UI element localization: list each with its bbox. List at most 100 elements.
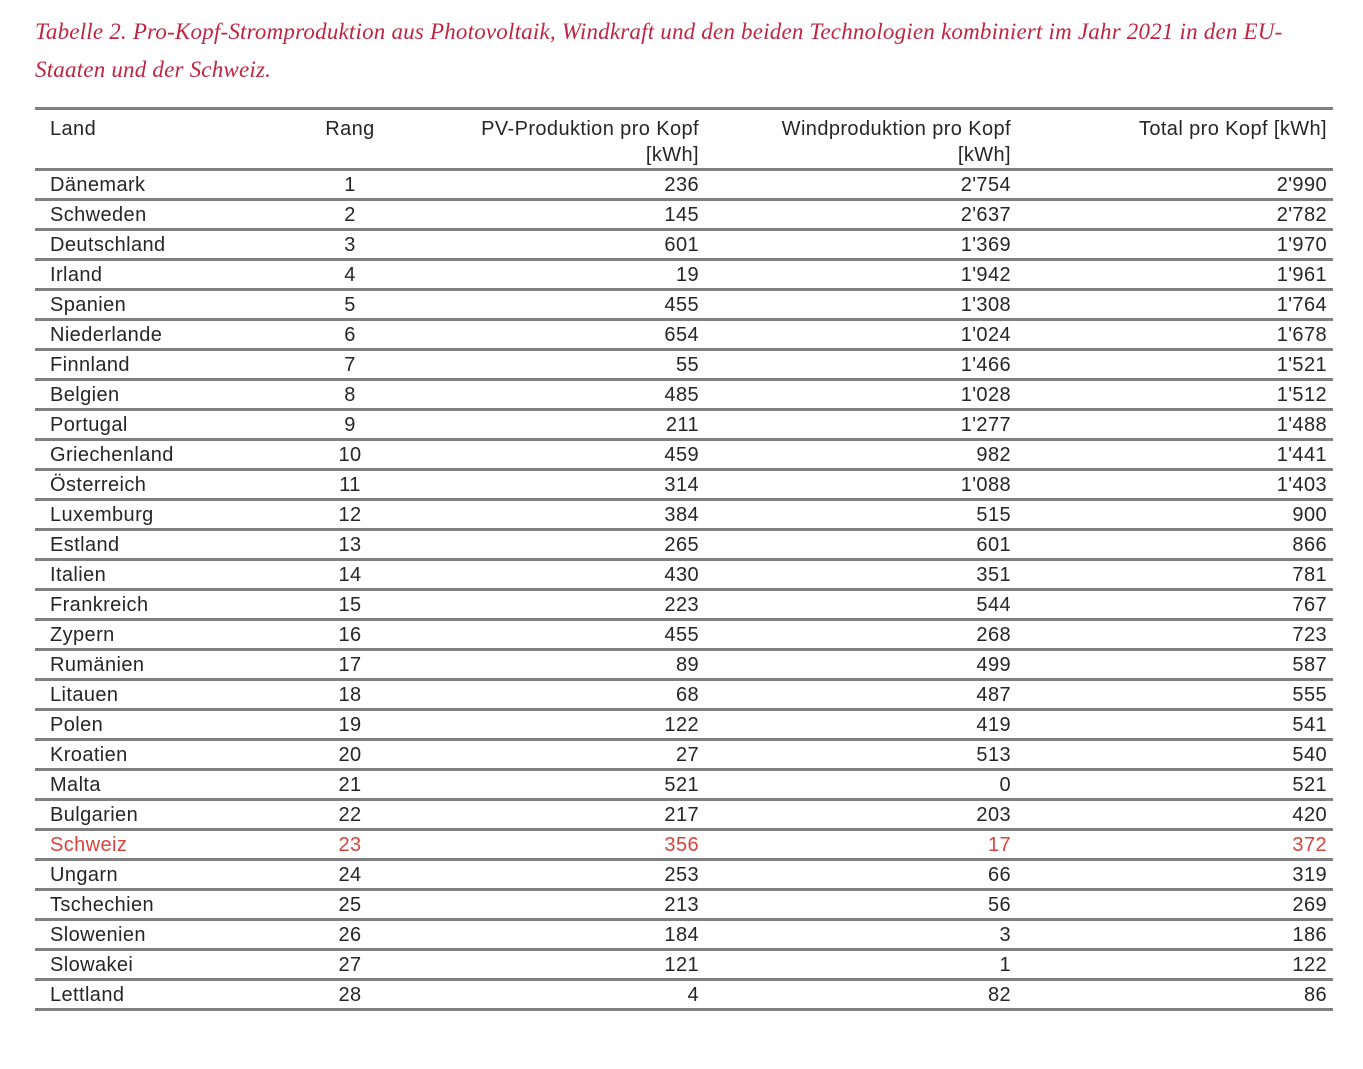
cell-total: 866 — [1017, 529, 1333, 561]
cell-wind: 419 — [705, 709, 1017, 741]
cell-rang: 26 — [290, 919, 410, 951]
cell-rang: 13 — [290, 529, 410, 561]
table-row: Irland 4 19 1'942 1'961 — [35, 259, 1333, 291]
cell-wind: 1'942 — [705, 259, 1017, 291]
cell-pv: 213 — [410, 889, 705, 921]
column-header-pv-label: PV-Produktion pro Kopf — [481, 118, 699, 140]
cell-land: Malta — [35, 769, 290, 801]
cell-wind: 487 — [705, 679, 1017, 711]
cell-rang: 14 — [290, 559, 410, 591]
table-row: Polen 19 122 419 541 — [35, 709, 1333, 741]
cell-pv: 384 — [410, 499, 705, 531]
table-row: Schweiz 23 356 17 372 — [35, 829, 1333, 861]
cell-pv: 4 — [410, 979, 705, 1011]
cell-pv: 89 — [410, 649, 705, 681]
table-row: Litauen 18 68 487 555 — [35, 679, 1333, 711]
cell-pv: 55 — [410, 349, 705, 381]
cell-pv: 223 — [410, 589, 705, 621]
cell-wind: 2'754 — [705, 169, 1017, 201]
cell-total: 555 — [1017, 679, 1333, 711]
cell-wind: 268 — [705, 619, 1017, 651]
cell-rang: 1 — [290, 169, 410, 201]
table-row: Österreich 11 314 1'088 1'403 — [35, 469, 1333, 501]
cell-land: Finnland — [35, 349, 290, 381]
cell-land: Tschechien — [35, 889, 290, 921]
cell-pv: 521 — [410, 769, 705, 801]
cell-pv: 601 — [410, 229, 705, 261]
cell-pv: 455 — [410, 289, 705, 321]
column-header-wind-unit: [kWh] — [957, 144, 1011, 166]
table-row: Zypern 16 455 268 723 — [35, 619, 1333, 651]
cell-rang: 8 — [290, 379, 410, 411]
table-header-row: Land Rang PV-Produktion pro Kopf [kWh] W… — [35, 107, 1333, 171]
cell-pv: 253 — [410, 859, 705, 891]
cell-total: 1'970 — [1017, 229, 1333, 261]
cell-wind: 1 — [705, 949, 1017, 981]
table-row: Bulgarien 22 217 203 420 — [35, 799, 1333, 831]
column-header-wind: Windproduktion pro Kopf [kWh] — [705, 107, 1017, 171]
table-row: Dänemark 1 236 2'754 2'990 — [35, 169, 1333, 201]
table-body: Dänemark 1 236 2'754 2'990 Schweden 2 145 2'637 2… — [35, 169, 1333, 1011]
cell-land: Spanien — [35, 289, 290, 321]
cell-wind: 351 — [705, 559, 1017, 591]
table-caption-line-1: Tabelle 2. Pro-Kopf-Stromproduktion aus … — [35, 19, 1283, 44]
cell-rang: 11 — [290, 469, 410, 501]
cell-land: Österreich — [35, 469, 290, 501]
cell-total: 521 — [1017, 769, 1333, 801]
column-header-total-label: Total pro Kopf [kWh] — [1138, 118, 1327, 140]
table-row: Niederlande 6 654 1'024 1'678 — [35, 319, 1333, 351]
cell-total: 86 — [1017, 979, 1333, 1011]
cell-land: Lettland — [35, 979, 290, 1011]
cell-wind: 982 — [705, 439, 1017, 471]
cell-total: 1'678 — [1017, 319, 1333, 351]
cell-rang: 9 — [290, 409, 410, 441]
cell-land: Dänemark — [35, 169, 290, 201]
cell-land: Litauen — [35, 679, 290, 711]
cell-total: 723 — [1017, 619, 1333, 651]
column-header-rang: Rang — [290, 107, 410, 171]
cell-pv: 455 — [410, 619, 705, 651]
cell-pv: 217 — [410, 799, 705, 831]
cell-rang: 25 — [290, 889, 410, 921]
cell-total: 587 — [1017, 649, 1333, 681]
table-row: Griechenland 10 459 982 1'441 — [35, 439, 1333, 471]
cell-wind: 1'466 — [705, 349, 1017, 381]
cell-total: 1'441 — [1017, 439, 1333, 471]
table-row: Belgien 8 485 1'028 1'512 — [35, 379, 1333, 411]
table-row: Lettland 28 4 82 86 — [35, 979, 1333, 1011]
cell-rang: 6 — [290, 319, 410, 351]
cell-pv: 265 — [410, 529, 705, 561]
column-header-rang-label: Rang — [325, 118, 375, 140]
column-header-land: Land — [35, 107, 290, 171]
table-row: Kroatien 20 27 513 540 — [35, 739, 1333, 771]
cell-total: 2'782 — [1017, 199, 1333, 231]
column-header-pv-unit: [kWh] — [645, 144, 699, 166]
cell-wind: 601 — [705, 529, 1017, 561]
cell-land: Estland — [35, 529, 290, 561]
table-row: Italien 14 430 351 781 — [35, 559, 1333, 591]
cell-wind: 1'369 — [705, 229, 1017, 261]
table-row: Frankreich 15 223 544 767 — [35, 589, 1333, 621]
cell-rang: 24 — [290, 859, 410, 891]
table-row: Luxemburg 12 384 515 900 — [35, 499, 1333, 531]
cell-total: 1'764 — [1017, 289, 1333, 321]
cell-wind: 66 — [705, 859, 1017, 891]
table-row: Deutschland 3 601 1'369 1'970 — [35, 229, 1333, 261]
cell-rang: 19 — [290, 709, 410, 741]
cell-rang: 7 — [290, 349, 410, 381]
cell-total: 319 — [1017, 859, 1333, 891]
cell-wind: 203 — [705, 799, 1017, 831]
table-row: Finnland 7 55 1'466 1'521 — [35, 349, 1333, 381]
cell-wind: 82 — [705, 979, 1017, 1011]
cell-wind: 3 — [705, 919, 1017, 951]
cell-land: Luxemburg — [35, 499, 290, 531]
cell-land: Schweiz — [35, 829, 290, 861]
cell-pv: 184 — [410, 919, 705, 951]
cell-total: 269 — [1017, 889, 1333, 921]
cell-pv: 356 — [410, 829, 705, 861]
cell-pv: 68 — [410, 679, 705, 711]
table-row: Slowakei 27 121 1 122 — [35, 949, 1333, 981]
cell-total: 186 — [1017, 919, 1333, 951]
cell-land: Frankreich — [35, 589, 290, 621]
cell-rang: 16 — [290, 619, 410, 651]
